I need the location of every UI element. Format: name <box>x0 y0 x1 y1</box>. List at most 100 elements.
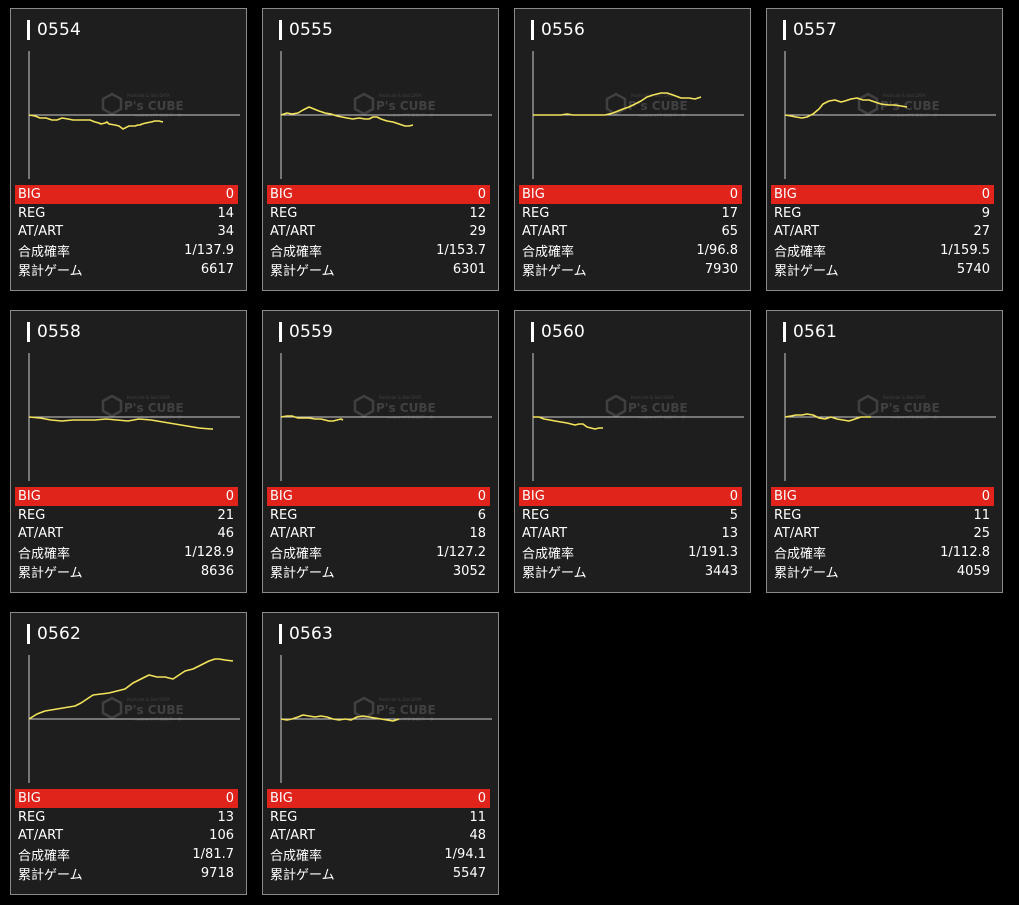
machine-card-0558[interactable]: 0558 Pachislot & Slot DATA P's CUBE online… <box>10 310 247 593</box>
reg-label: REG <box>18 809 46 825</box>
atart-value: 34 <box>217 224 234 240</box>
big-value: 0 <box>729 488 738 504</box>
slump-graph: Pachislot & Slot DATA P's CUBE online パチスロ… <box>23 651 241 787</box>
games-row: 累計ゲーム 7930 <box>519 260 742 279</box>
reg-label: REG <box>522 507 550 523</box>
big-label: BIG <box>522 488 545 504</box>
machine-number: 0561 <box>793 322 838 342</box>
reg-label: REG <box>270 507 298 523</box>
big-label: BIG <box>18 790 41 806</box>
reg-row: REG 13 <box>15 808 238 827</box>
machine-title: 0554 <box>27 19 81 41</box>
big-value: 0 <box>225 488 234 504</box>
big-value: 0 <box>225 186 234 202</box>
games-label: 累計ゲーム <box>774 263 839 279</box>
reg-row: REG 21 <box>15 506 238 525</box>
machine-number: 0557 <box>793 20 838 40</box>
watermark-cube-icon <box>101 394 123 418</box>
games-row: 累計ゲーム 9718 <box>15 864 238 883</box>
slump-line <box>28 416 213 430</box>
reg-row: REG 14 <box>15 204 238 223</box>
watermark-brand-text: P's CUBE <box>376 703 436 717</box>
atart-label: AT/ART <box>522 224 568 240</box>
games-value: 9718 <box>200 865 234 881</box>
machine-card-0563[interactable]: 0563 Pachislot & Slot DATA P's CUBE online… <box>262 612 499 895</box>
big-label: BIG <box>774 186 797 202</box>
atart-label: AT/ART <box>18 224 64 240</box>
games-label: 累計ゲーム <box>522 263 587 279</box>
machine-title: 0562 <box>27 623 81 645</box>
reg-label: REG <box>270 809 298 825</box>
games-label: 累計ゲーム <box>270 263 335 279</box>
machine-title: 0561 <box>783 321 837 343</box>
machine-number: 0559 <box>289 322 334 342</box>
slump-line <box>280 106 414 127</box>
reg-row: REG 17 <box>519 204 742 223</box>
machine-number: 0556 <box>541 20 586 40</box>
machine-number: 0560 <box>541 322 586 342</box>
watermark-top-text: Pachislot & Slot DATA <box>379 395 422 400</box>
games-row: 累計ゲーム 8636 <box>15 562 238 581</box>
watermark-brand-text: P's CUBE <box>124 99 184 113</box>
prob-value: 1/128.9 <box>184 544 234 560</box>
slump-graph: Pachislot & Slot DATA P's CUBE online パチスロ… <box>23 47 241 183</box>
watermark-brand-text: P's CUBE <box>376 401 436 415</box>
atart-value: 18 <box>469 526 486 542</box>
atart-label: AT/ART <box>18 526 64 542</box>
machine-card-0560[interactable]: 0560 Pachislot & Slot DATA P's CUBE online… <box>514 310 751 593</box>
atart-row: AT/ART 34 <box>15 222 238 241</box>
prob-row: 合成確率 1/159.5 <box>771 241 994 260</box>
title-marker <box>783 322 786 342</box>
stats-table: BIG 0 REG 11 AT/ART 25 合成確率 1/112.8 累計ゲー… <box>771 487 994 581</box>
watermark-top-text: Pachislot & Slot DATA <box>127 395 170 400</box>
reg-value: 11 <box>973 507 990 523</box>
prob-value: 1/81.7 <box>192 846 234 862</box>
prob-row: 合成確率 1/96.8 <box>519 241 742 260</box>
games-label: 累計ゲーム <box>774 565 839 581</box>
machine-card-0562[interactable]: 0562 Pachislot & Slot DATA P's CUBE online… <box>10 612 247 895</box>
machine-card-0561[interactable]: 0561 Pachislot & Slot DATA P's CUBE online… <box>766 310 1003 593</box>
machine-title: 0559 <box>279 321 333 343</box>
big-label: BIG <box>270 790 293 806</box>
slump-graph: Pachislot & Slot DATA P's CUBE online パチスロ… <box>23 349 241 485</box>
reg-value: 13 <box>217 809 234 825</box>
reg-value: 6 <box>477 507 486 523</box>
games-row: 累計ゲーム 5740 <box>771 260 994 279</box>
machine-card-0555[interactable]: 0555 Pachislot & Slot DATA P's CUBE online… <box>262 8 499 291</box>
watermark-top-text: Pachislot & Slot DATA <box>883 93 926 98</box>
slump-line <box>28 658 234 720</box>
slump-graph: Pachislot & Slot DATA P's CUBE online パチスロ… <box>779 47 997 183</box>
slump-line <box>280 714 400 722</box>
prob-label: 合成確率 <box>270 546 323 562</box>
games-value: 6301 <box>452 261 486 277</box>
atart-value: 48 <box>469 828 486 844</box>
atart-value: 13 <box>721 526 738 542</box>
machine-card-0557[interactable]: 0557 Pachislot & Slot DATA P's CUBE online… <box>766 8 1003 291</box>
atart-label: AT/ART <box>270 224 316 240</box>
watermark-cube-icon <box>101 92 123 116</box>
atart-row: AT/ART 13 <box>519 524 742 543</box>
prob-row: 合成確率 1/137.9 <box>15 241 238 260</box>
machine-card-0554[interactable]: 0554 Pachislot & Slot DATA P's CUBE online… <box>10 8 247 291</box>
atart-row: AT/ART 18 <box>267 524 490 543</box>
watermark-cube-icon <box>605 394 627 418</box>
title-marker <box>783 20 786 40</box>
watermark-top-text: Pachislot & Slot DATA <box>379 697 422 702</box>
games-value: 7930 <box>704 261 738 277</box>
big-row: BIG 0 <box>15 185 238 204</box>
machine-card-0559[interactable]: 0559 Pachislot & Slot DATA P's CUBE online… <box>262 310 499 593</box>
reg-label: REG <box>18 507 46 523</box>
prob-label: 合成確率 <box>18 546 71 562</box>
machine-number: 0558 <box>37 322 82 342</box>
watermark-brand-text: P's CUBE <box>376 99 436 113</box>
big-row: BIG 0 <box>267 185 490 204</box>
prob-label: 合成確率 <box>774 244 827 260</box>
reg-value: 21 <box>217 507 234 523</box>
prob-row: 合成確率 1/128.9 <box>15 543 238 562</box>
prob-value: 1/112.8 <box>940 544 990 560</box>
machine-card-0556[interactable]: 0556 Pachislot & Slot DATA P's CUBE online… <box>514 8 751 291</box>
watermark-top-text: Pachislot & Slot DATA <box>883 395 926 400</box>
reg-value: 11 <box>469 809 486 825</box>
